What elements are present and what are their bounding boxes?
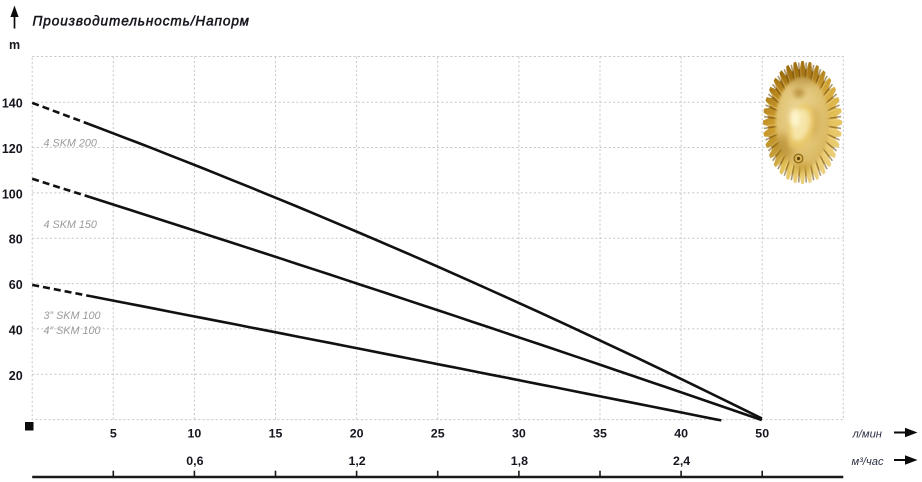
svg-text:1,8: 1,8 xyxy=(511,454,528,468)
svg-text:40: 40 xyxy=(9,323,23,337)
svg-text:3” SKM 100: 3” SKM 100 xyxy=(44,310,101,322)
svg-text:1,2: 1,2 xyxy=(348,454,365,468)
svg-text:0,6: 0,6 xyxy=(186,454,203,468)
svg-text:4 SKM 200: 4 SKM 200 xyxy=(44,138,97,150)
svg-text:80: 80 xyxy=(9,233,23,247)
svg-text:Производительность/Напорм: Производительность/Напорм xyxy=(33,14,250,29)
svg-text:50: 50 xyxy=(755,426,769,440)
svg-text:m: m xyxy=(9,38,20,52)
svg-text:35: 35 xyxy=(593,426,607,440)
svg-text:30: 30 xyxy=(512,426,526,440)
svg-text:25: 25 xyxy=(431,426,445,440)
svg-text:120: 120 xyxy=(2,142,23,156)
svg-text:20: 20 xyxy=(9,369,23,383)
svg-text:20: 20 xyxy=(350,426,364,440)
svg-text:100: 100 xyxy=(2,187,23,201)
svg-text:140: 140 xyxy=(2,97,23,111)
svg-text:10: 10 xyxy=(188,426,202,440)
svg-text:40: 40 xyxy=(674,426,688,440)
svg-text:2,4: 2,4 xyxy=(673,454,690,468)
svg-text:5: 5 xyxy=(110,426,117,440)
svg-text:л/мин: л/мин xyxy=(852,428,882,440)
svg-text:60: 60 xyxy=(9,278,23,292)
svg-text:15: 15 xyxy=(269,426,283,440)
svg-text:4” SKM 100: 4” SKM 100 xyxy=(44,325,101,337)
svg-text:м³/час: м³/час xyxy=(852,456,885,468)
svg-text:4 SKM 150: 4 SKM 150 xyxy=(44,219,97,231)
